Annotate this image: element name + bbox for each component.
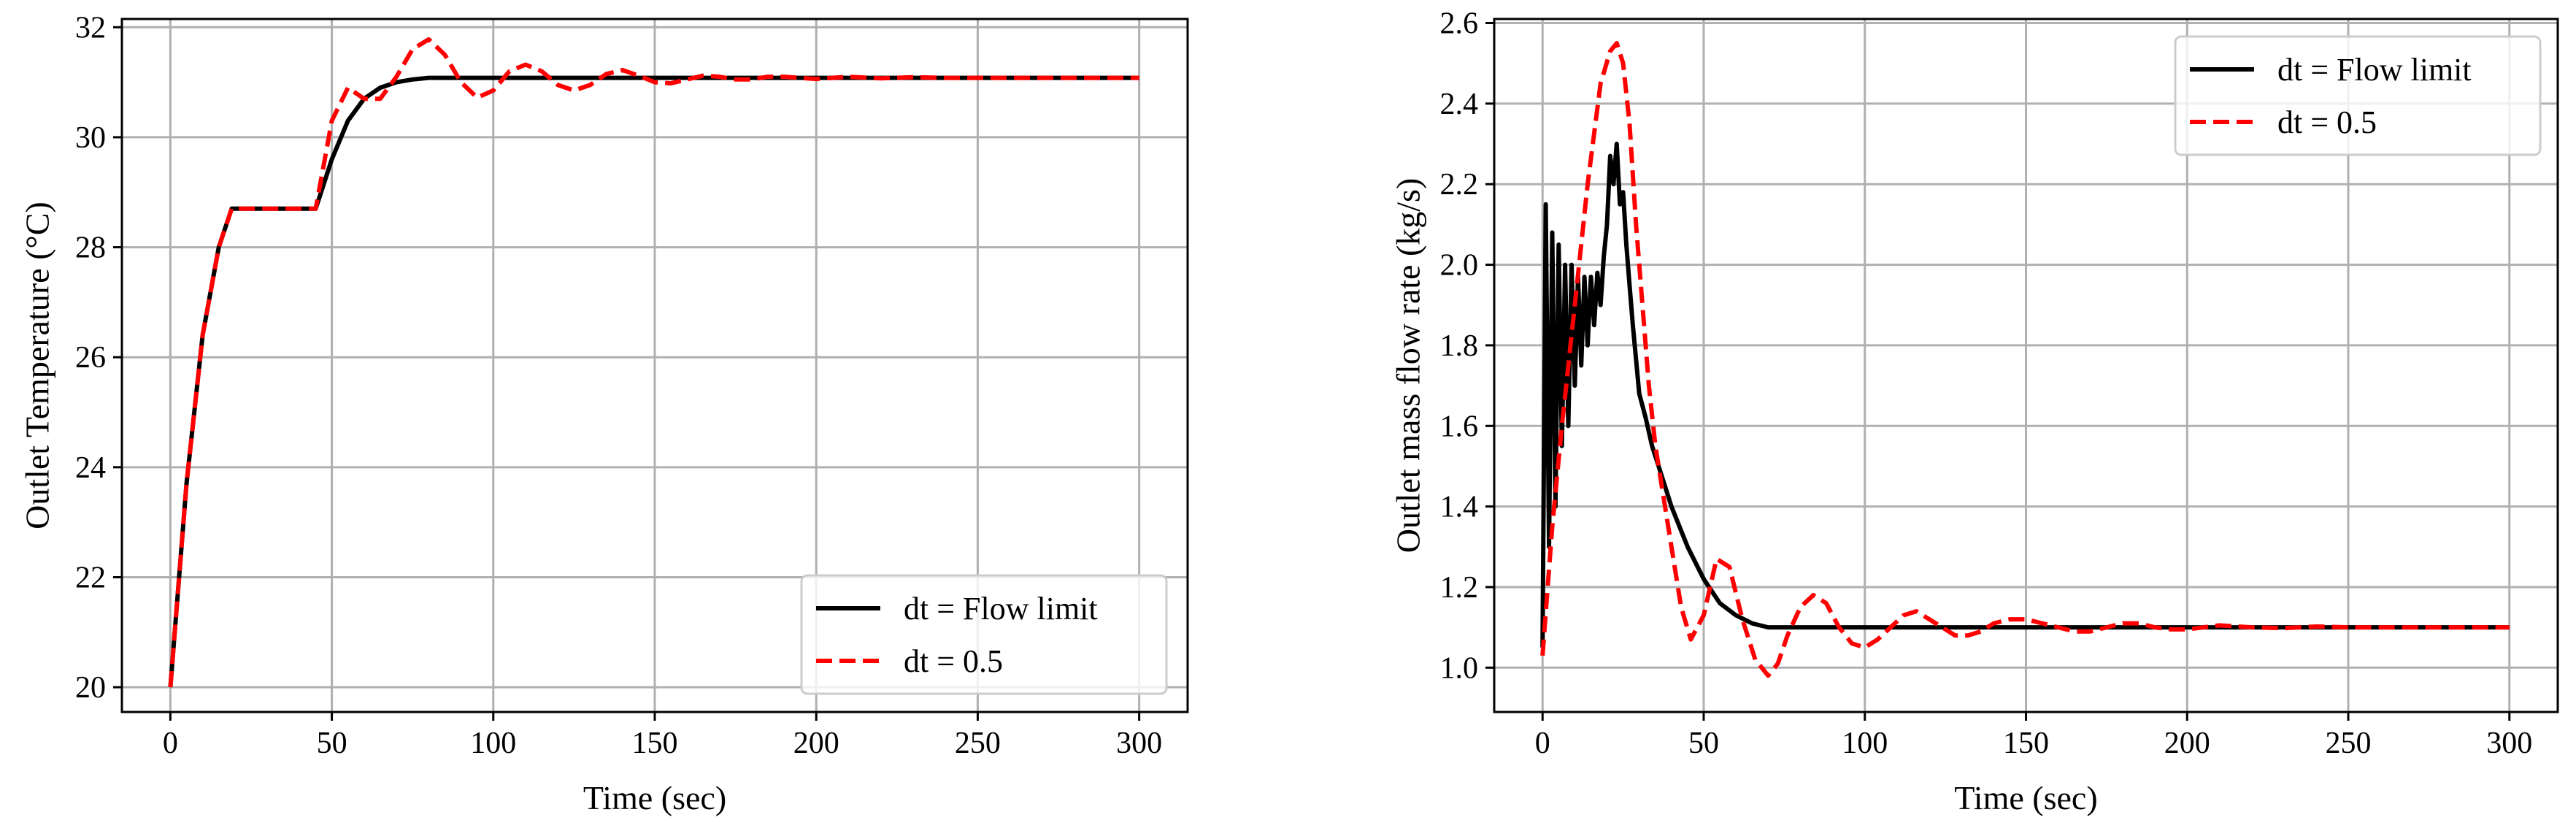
y-tick-label: 2.0 (1440, 249, 1479, 283)
series-line-dt-0-5 (1540, 41, 2510, 678)
y-tick-label: 2.2 (1440, 168, 1479, 202)
x-tick-label: 50 (1688, 727, 1719, 760)
y-tick-label: 32 (75, 11, 106, 45)
y-tick-label: 1.2 (1440, 571, 1479, 605)
series-line-dt-0-5 (168, 37, 1139, 688)
legend-box (2174, 35, 2542, 156)
legend-label: dt = Flow limit (2277, 52, 2472, 88)
legend-box (800, 574, 1168, 695)
y-tick-label: 28 (75, 231, 106, 265)
x-tick-label: 150 (2003, 727, 2049, 760)
y-axis-label: Outlet Temperature (°C) (19, 202, 56, 529)
y-tick-label: 26 (75, 341, 106, 375)
y-tick-label: 30 (75, 121, 106, 155)
x-tick-label: 0 (1535, 727, 1550, 760)
y-axis-label: Outlet mass flow rate (kg/s) (1390, 178, 1427, 554)
x-axis-label: Time (sec) (583, 779, 726, 816)
x-tick-label: 150 (632, 727, 678, 760)
x-tick-label: 100 (1842, 727, 1888, 760)
x-tick-label: 200 (793, 727, 839, 760)
y-tick-label: 20 (75, 671, 106, 705)
y-tick-label: 2.4 (1440, 88, 1479, 121)
y-tick-label: 2.6 (1440, 7, 1479, 41)
y-tick-label: 24 (75, 451, 106, 485)
y-tick-label: 1.6 (1440, 410, 1479, 443)
x-tick-label: 250 (2326, 727, 2372, 760)
legend-label: dt = Flow limit (904, 591, 1098, 627)
x-tick-label: 300 (2486, 727, 2532, 760)
legend-label: dt = 0.5 (2277, 104, 2377, 140)
x-axis-label: Time (sec) (1954, 779, 2097, 816)
x-tick-label: 100 (470, 727, 516, 760)
x-tick-label: 300 (1116, 727, 1162, 760)
x-tick-label: 250 (955, 727, 1001, 760)
y-tick-label: 1.8 (1440, 329, 1479, 363)
x-tick-label: 0 (163, 727, 178, 760)
right-chart-panel: 0 50 100 150 200 250 300 1.0 1.2 1.4 1.6 1.8 2.0 2.2 2… (1390, 7, 2559, 816)
x-tick-label: 200 (2164, 727, 2210, 760)
y-tick-label: 22 (75, 561, 106, 594)
y-tick-label: 1.4 (1440, 491, 1479, 524)
y-tick-label: 1.0 (1440, 651, 1479, 685)
left-chart-panel: 0 50 100 150 200 250 300 20 22 24 26 28 30 32 Time (se… (19, 11, 1189, 816)
x-tick-label: 50 (317, 727, 347, 760)
legend-label: dt = 0.5 (904, 643, 1003, 679)
